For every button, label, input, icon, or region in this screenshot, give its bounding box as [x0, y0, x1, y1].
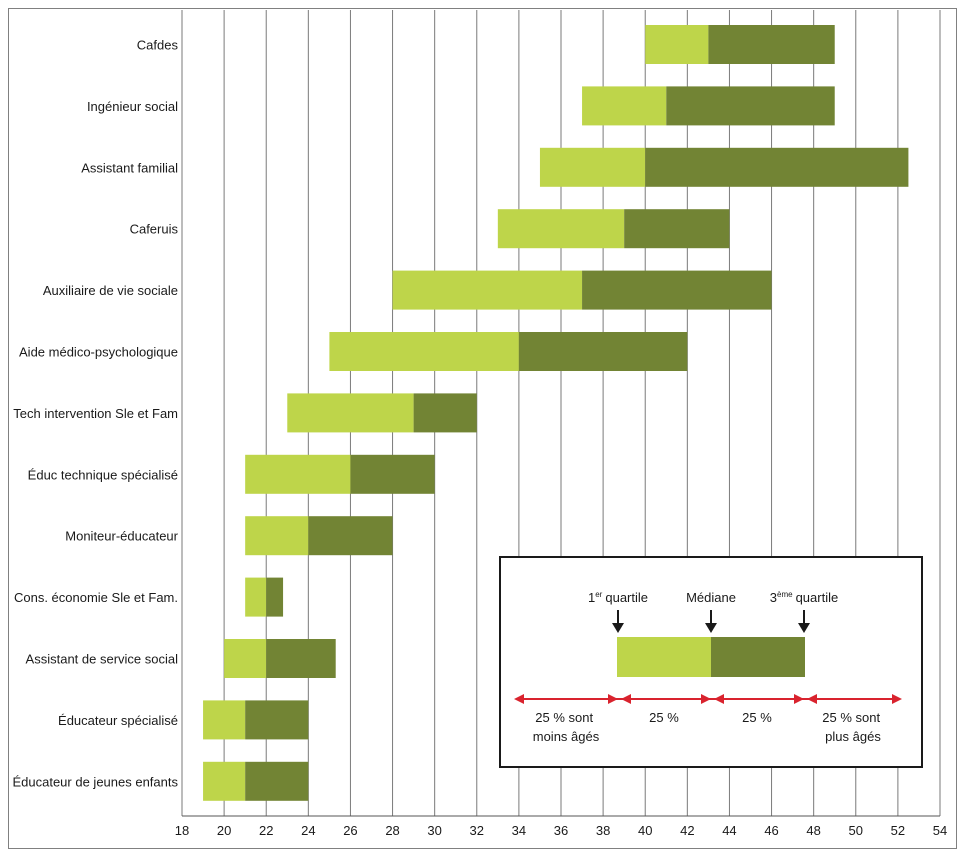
x-tick-label: 18 [175, 823, 189, 838]
x-tick-label: 22 [259, 823, 273, 838]
x-tick-label: 44 [722, 823, 736, 838]
x-tick-label: 38 [596, 823, 610, 838]
legend-seg-1: 25 % sont moins âgés [533, 710, 600, 744]
bar-lower-quartile [287, 393, 414, 433]
x-tick-label: 24 [301, 823, 315, 838]
legend-range-arrows [514, 694, 902, 704]
legend-q1-label: 1er quartile [588, 590, 648, 605]
legend-q3-arrow [798, 610, 810, 633]
x-tick-label: 28 [385, 823, 399, 838]
bar-lower-quartile [245, 577, 267, 617]
bar-upper-quartile [645, 147, 909, 187]
legend-lower-bar [617, 637, 711, 677]
category-label: Éducateur de jeunes enfants [12, 774, 178, 789]
category-labels: Cafdes Ingénieur social Assistant familial… [12, 38, 178, 790]
x-tick-label: 52 [891, 823, 905, 838]
bar-lower-quartile [392, 270, 583, 310]
bar-upper-quartile [666, 86, 835, 126]
bar-upper-quartile [245, 761, 309, 801]
bar-lower-quartile [245, 516, 309, 556]
bar-lower-quartile [224, 639, 267, 678]
category-label: Moniteur-éducateur [65, 529, 178, 544]
bar-upper-quartile [413, 393, 477, 433]
x-tick-label: 26 [343, 823, 357, 838]
bar-upper-quartile [708, 25, 835, 64]
x-tick-label: 32 [470, 823, 484, 838]
bar-upper-quartile [308, 516, 393, 556]
category-label: Aide médico-psychologique [19, 345, 178, 360]
x-tick-label: 20 [217, 823, 231, 838]
bar-lower-quartile [245, 454, 351, 494]
bar-lower-quartile [203, 700, 246, 740]
legend: 1er quartile Médiane 3ème quartile [499, 556, 923, 768]
category-label: Assistant de service social [26, 652, 179, 667]
category-label: Auxiliaire de vie sociale [43, 283, 178, 298]
legend-seg-3: 25 % [742, 710, 772, 725]
bar-upper-quartile [266, 639, 336, 678]
category-label: Cafdes [137, 38, 179, 53]
legend-q1-arrow [612, 610, 624, 633]
bar-lower-quartile [497, 209, 625, 249]
category-label: Ingénieur social [87, 99, 178, 114]
bar-upper-quartile [245, 700, 309, 740]
x-tick-label: 34 [512, 823, 526, 838]
x-tick-label: 48 [806, 823, 820, 838]
category-label: Cons. économie Sle et Fam. [14, 590, 178, 605]
bars [203, 25, 909, 801]
bar-upper-quartile [624, 209, 730, 249]
x-tick-label: 40 [638, 823, 652, 838]
legend-median-arrow [705, 610, 717, 633]
x-tick-label: 46 [764, 823, 778, 838]
bar-lower-quartile [539, 147, 646, 187]
bar-lower-quartile [203, 761, 246, 801]
bar-upper-quartile [582, 270, 772, 310]
legend-median-label: Médiane [686, 590, 736, 605]
bar-upper-quartile [266, 577, 284, 617]
category-label: Tech intervention Sle et Fam [13, 406, 178, 421]
bar-upper-quartile [350, 454, 435, 494]
legend-seg-2: 25 % [649, 710, 679, 725]
category-label: Éducateur spécialisé [58, 713, 178, 728]
grid-lines [181, 10, 941, 816]
bar-lower-quartile [582, 86, 667, 126]
x-tick-label: 36 [554, 823, 568, 838]
category-label: Assistant familial [81, 160, 178, 175]
x-tick-label: 42 [680, 823, 694, 838]
bar-lower-quartile [645, 25, 709, 64]
category-label: Éduc technique spécialisé [28, 467, 178, 482]
legend-seg-4: 25 % sont plus âgés [822, 710, 883, 744]
x-tick-label: 30 [427, 823, 441, 838]
bar-upper-quartile [518, 332, 688, 371]
legend-q3-label: 3ème quartile [770, 590, 838, 605]
legend-upper-bar [711, 637, 805, 677]
category-label: Caferuis [130, 222, 179, 237]
bar-lower-quartile [329, 332, 519, 371]
x-tick-label: 54 [933, 823, 947, 838]
x-tick-label: 50 [849, 823, 863, 838]
x-axis-ticks: 18 20 22 24 26 28 30 32 34 36 38 40 42 44 46 48 50 52 54 [175, 823, 947, 838]
